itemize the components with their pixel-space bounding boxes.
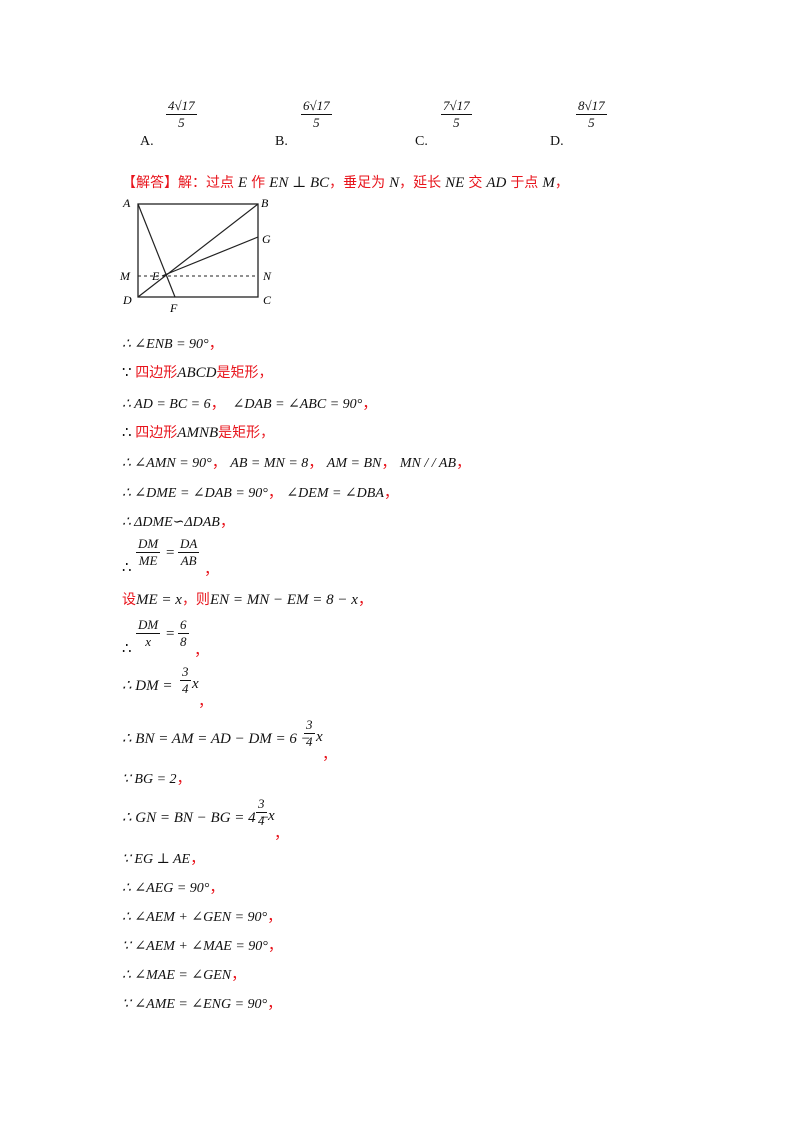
step-5: ∴ ∠AMN = 90°， AB = MN = 8， AM = BN， MN /… [122,455,472,471]
choice-b-value: 6√17 5 [301,98,332,130]
step-3: ∴ AD = BC = 6， ∠DAB = ∠ABC = 90°， [122,396,378,412]
label-f: F [169,301,178,315]
label-b: B [261,196,269,210]
answer-intro: 【解答】解：过点 E 作 EN ⊥ BC，垂足为 N，延长 NE 交 AD 于点… [122,175,569,191]
rectangle-abcd [137,203,259,298]
step-9: 设ME = x，则EN = MN − EM = 8 − x， [122,592,373,608]
label-c: C [263,293,272,307]
step-4: ∴ 四边形AMNB是矩形， [122,425,275,441]
step-6: ∴ ∠DME = ∠DAB = 90°， ∠DEM = ∠DBA， [122,485,399,501]
step-15: ∵ EG ⊥ AE， [122,851,206,867]
choice-c-value: 7√17 5 [441,98,472,130]
choice-d-value: 8√17 5 [576,98,607,130]
segment-eg [161,236,259,277]
step-7: ∴ ΔDME∽ΔDAB， [122,514,235,530]
label-a: A [122,196,131,210]
choice-a-label: A. [140,134,154,149]
segment-af [137,203,176,298]
label-n: N [262,269,272,283]
step-1: ∴ ∠ENB = 90°， [122,336,224,352]
label-e: E [151,269,160,283]
geometry-figure: A B G M E N D F C [119,196,272,315]
step-20: ∵ ∠AME = ∠ENG = 90°， [122,996,283,1012]
choice-d-label: D. [550,134,564,149]
label-g: G [262,232,271,246]
step-19: ∴ ∠MAE = ∠GEN， [122,967,247,983]
step-16: ∴ ∠AEG = 90°， [122,880,225,896]
segment-db [137,203,259,298]
label-d: D [122,293,132,307]
answer-tag: 【解答】 [122,175,178,191]
choice-c-label: C. [415,134,428,149]
step-18: ∵ ∠AEM + ∠MAE = 90°， [122,938,283,954]
step-17: ∴ ∠AEM + ∠GEN = 90°， [122,909,283,925]
step-2: ∵ 四边形ABCD是矩形， [122,365,273,381]
choice-b-label: B. [275,134,288,149]
step-13: ∵ BG = 2， [122,771,192,787]
choice-a-value: 4√17 5 [166,98,197,130]
label-m: M [119,269,131,283]
